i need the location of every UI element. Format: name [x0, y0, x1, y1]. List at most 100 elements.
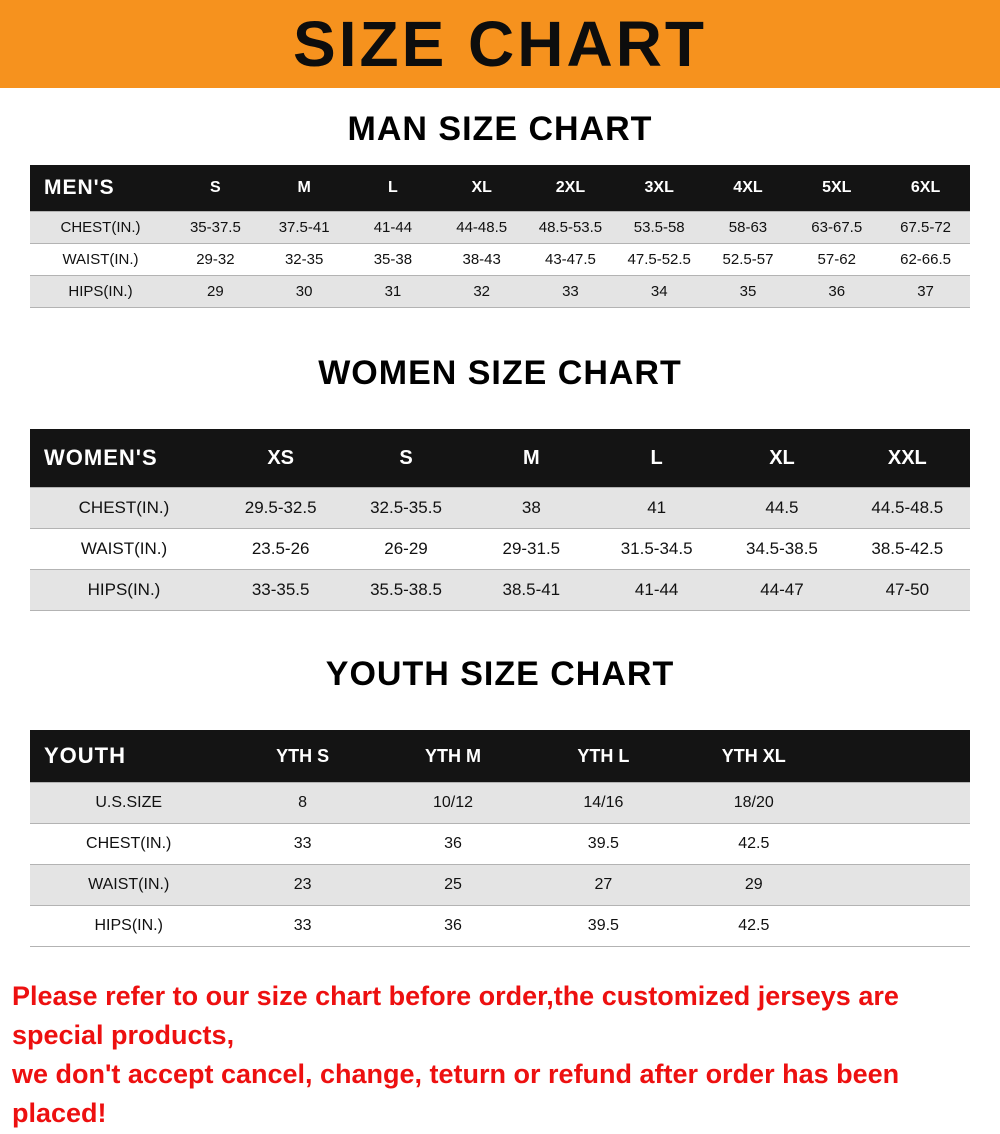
measurement-value-cell: 27	[528, 864, 679, 906]
men-size-table: MEN'S S M L XL 2XL 3XL 4XL 5XL 6XL CHEST(IN.) 35-37…	[30, 165, 970, 308]
measurement-value-cell: 25	[377, 864, 529, 906]
table-header-row: WOMEN'S XS S M L XL XXL	[30, 429, 970, 488]
measurement-value-cell: 14/16	[528, 782, 679, 824]
size-column-header: 6XL	[881, 165, 970, 212]
measurement-value-cell: 29	[171, 275, 260, 308]
measurement-value-cell: 32	[437, 275, 527, 308]
size-column-header: 2XL	[526, 165, 615, 212]
table-row: WAIST(IN.) 29-32 32-35 35-38 38-43 43-47.5 47.…	[30, 243, 970, 276]
measurement-value-cell: 26-29	[343, 528, 469, 570]
measurement-label-cell: CHEST(IN.)	[30, 487, 218, 529]
measurement-label-cell: HIPS(IN.)	[30, 569, 218, 611]
measurement-value-cell: 38-43	[437, 243, 527, 276]
measurement-value-cell: 10/12	[377, 782, 529, 824]
youth-size-table: YOUTH YTH S YTH M YTH L YTH XL U.S.SIZE 8 10/12…	[30, 730, 970, 947]
measurement-value-cell: 42.5	[678, 823, 829, 865]
measurement-label-cell: WAIST(IN.)	[30, 864, 228, 906]
measurement-value-cell: 38.5-42.5	[844, 528, 970, 570]
measurement-value-cell: 33	[526, 275, 615, 308]
measurement-value-cell: 29-31.5	[468, 528, 594, 570]
size-chart-title: SIZE CHART	[293, 8, 707, 80]
measurement-value-cell: 37.5-41	[259, 211, 349, 244]
measurement-value-cell: 23	[227, 864, 378, 906]
measurement-label-cell: WAIST(IN.)	[30, 243, 171, 276]
size-column-header: 3XL	[614, 165, 704, 212]
measurement-value-cell: 32-35	[259, 243, 349, 276]
disclaimer-line-2: we don't accept cancel, change, teturn o…	[12, 1059, 900, 1129]
size-column-header: YTH XL	[678, 730, 829, 783]
size-column-header: L	[593, 429, 720, 488]
measurement-value-cell: 23.5-26	[218, 528, 344, 570]
size-column-header: YTH S	[227, 730, 378, 783]
filler-cell	[829, 823, 970, 865]
measurement-value-cell: 29	[678, 864, 829, 906]
measurement-label-cell: WAIST(IN.)	[30, 528, 218, 570]
filler-cell	[829, 782, 970, 824]
measurement-value-cell: 62-66.5	[881, 243, 970, 276]
measurement-value-cell: 38	[468, 487, 594, 529]
size-column-header: 4XL	[703, 165, 793, 212]
measurement-value-cell: 18/20	[678, 782, 829, 824]
measurement-label-cell: CHEST(IN.)	[30, 211, 171, 244]
size-column-header: XS	[218, 429, 344, 488]
measurement-label-cell: U.S.SIZE	[30, 782, 228, 824]
measurement-value-cell: 33-35.5	[218, 569, 344, 611]
measurement-value-cell: 33	[227, 823, 378, 865]
measurement-value-cell: 44-48.5	[437, 211, 527, 244]
table-header-row: MEN'S S M L XL 2XL 3XL 4XL 5XL 6XL	[30, 165, 970, 212]
women-size-chart-heading: WOMEN SIZE CHART	[318, 354, 682, 392]
measurement-value-cell: 36	[377, 905, 529, 947]
size-column-header: M	[468, 429, 594, 488]
measurement-value-cell: 42.5	[678, 905, 829, 947]
measurement-value-cell: 36	[792, 275, 882, 308]
measurement-value-cell: 37	[881, 275, 970, 308]
size-column-header: YTH L	[528, 730, 679, 783]
table-title-cell: MEN'S	[30, 165, 171, 212]
size-column-header: XL	[437, 165, 527, 212]
measurement-value-cell: 35-38	[348, 243, 438, 276]
size-column-header: XL	[719, 429, 845, 488]
measurement-value-cell: 34	[614, 275, 704, 308]
measurement-value-cell: 35.5-38.5	[343, 569, 469, 611]
measurement-value-cell: 57-62	[792, 243, 882, 276]
table-title-cell: YOUTH	[30, 730, 228, 783]
women-size-table: WOMEN'S XS S M L XL XXL CHEST(IN.) 29.5-32.5 32.5…	[30, 429, 970, 611]
measurement-value-cell: 43-47.5	[526, 243, 615, 276]
measurement-value-cell: 47-50	[844, 569, 970, 611]
filler-cell	[829, 730, 970, 783]
table-row: CHEST(IN.) 29.5-32.5 32.5-35.5 38 41 44.5 44.5…	[30, 487, 970, 529]
table-row: U.S.SIZE 8 10/12 14/16 18/20	[30, 782, 970, 824]
measurement-value-cell: 47.5-52.5	[614, 243, 704, 276]
size-column-header: M	[259, 165, 349, 212]
measurement-value-cell: 41-44	[348, 211, 438, 244]
measurement-value-cell: 41	[593, 487, 720, 529]
filler-cell	[829, 864, 970, 906]
measurement-value-cell: 33	[227, 905, 378, 947]
disclaimer-text: Please refer to our size chart before or…	[0, 977, 1000, 1134]
size-column-header: S	[343, 429, 469, 488]
measurement-value-cell: 35	[703, 275, 793, 308]
measurement-value-cell: 67.5-72	[881, 211, 970, 244]
measurement-value-cell: 44.5	[719, 487, 845, 529]
measurement-label-cell: HIPS(IN.)	[30, 905, 228, 947]
measurement-value-cell: 48.5-53.5	[526, 211, 615, 244]
measurement-value-cell: 32.5-35.5	[343, 487, 469, 529]
size-column-header: L	[348, 165, 438, 212]
measurement-value-cell: 39.5	[528, 823, 679, 865]
table-header-row: YOUTH YTH S YTH M YTH L YTH XL	[30, 730, 970, 783]
table-row: HIPS(IN.) 33-35.5 35.5-38.5 38.5-41 41-44 44-…	[30, 569, 970, 611]
youth-size-chart-heading: YOUTH SIZE CHART	[325, 655, 675, 693]
measurement-value-cell: 29-32	[171, 243, 260, 276]
measurement-value-cell: 36	[377, 823, 529, 865]
man-size-chart-heading: MAN SIZE CHART	[347, 110, 653, 148]
measurement-value-cell: 31	[348, 275, 438, 308]
measurement-value-cell: 58-63	[703, 211, 793, 244]
table-title-cell: WOMEN'S	[30, 429, 218, 488]
measurement-value-cell: 38.5-41	[468, 569, 594, 611]
measurement-value-cell: 39.5	[528, 905, 679, 947]
measurement-value-cell: 44.5-48.5	[844, 487, 970, 529]
measurement-value-cell: 29.5-32.5	[218, 487, 344, 529]
measurement-value-cell: 30	[259, 275, 349, 308]
measurement-value-cell: 41-44	[593, 569, 720, 611]
table-row: CHEST(IN.) 35-37.5 37.5-41 41-44 44-48.5 48.5…	[30, 211, 970, 244]
